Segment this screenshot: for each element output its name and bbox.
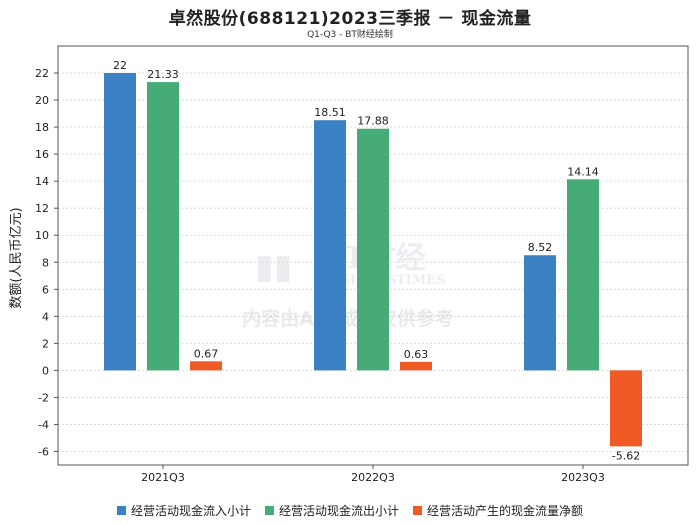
y-axis-label: 数额(人民币亿元) (9, 207, 24, 308)
x-tick-label: 2021Q3 (141, 471, 185, 484)
bar (400, 361, 432, 371)
data-label: 18.51 (314, 106, 346, 119)
y-tick-label: -2 (38, 391, 49, 404)
x-tick-label: 2022Q3 (351, 471, 395, 484)
bar (190, 361, 222, 371)
y-tick-label: 22 (35, 67, 49, 80)
y-tick-label: 16 (35, 148, 49, 161)
y-tick-label: 6 (42, 283, 49, 296)
bar-chart: ▮▮ BT财经 BUSINESSTIMES 内容由AI生成，仅供参考 22 21.… (9, 45, 689, 484)
legend-item: 经营活动现金流入小计 (116, 500, 251, 520)
legend-item: 经营活动现金流出小计 (264, 500, 399, 520)
legend-swatch (264, 505, 274, 515)
y-tick-label: 8 (42, 256, 49, 269)
data-label: 17.88 (357, 115, 389, 128)
data-label: 0.63 (404, 348, 429, 361)
legend: 经营活动现金流入小计 经营活动现金流出小计 经营活动产生的现金流量净额 (0, 500, 700, 520)
x-tick-label: 2023Q3 (561, 471, 605, 484)
bar (524, 255, 556, 371)
bar (104, 73, 136, 371)
legend-label: 经营活动产生的现金流量净额 (427, 503, 584, 518)
y-tick-label: 18 (35, 121, 49, 134)
data-label: 21.33 (147, 68, 179, 81)
y-tick-label: -4 (38, 418, 49, 431)
watermark-notice: 内容由AI生成，仅供参考 (242, 307, 454, 330)
data-label: 8.52 (528, 241, 553, 254)
bar (357, 128, 389, 371)
data-label: 22 (113, 59, 127, 72)
chart-title: 卓然股份(688121)2023三季报 － 现金流量 (168, 9, 532, 29)
y-tick-label: -6 (38, 445, 49, 458)
bar (567, 179, 599, 371)
bar (147, 82, 179, 371)
y-tick-label: 2 (42, 337, 49, 350)
y-tick-label: 4 (42, 310, 49, 323)
y-tick-label: 12 (35, 202, 49, 215)
bars-layer: 22 21.33 0.67 18.51 17.88 0.63 8.52 14.14 -5.62 (104, 59, 642, 462)
y-tick-label: 10 (35, 229, 49, 242)
data-label: 0.67 (194, 347, 219, 360)
bar (610, 370, 642, 447)
data-label: -5.62 (612, 449, 640, 462)
axis-layer: -6 -4 -2 0 2 4 6 8 10 12 14 16 18 20 22 2021Q3 2022Q3 202… (35, 45, 689, 484)
legend-swatch (413, 505, 422, 515)
y-tick-label: 20 (35, 94, 49, 107)
chart-subtitle: Q1-Q3 - BT财经绘制 (307, 30, 393, 40)
y-tick-label: 0 (42, 364, 49, 377)
legend-label: 经营活动现金流入小计 (130, 503, 251, 518)
y-tick-label: 14 (35, 175, 49, 188)
legend-swatch (116, 505, 126, 515)
legend-item: 经营活动产生的现金流量净额 (413, 500, 583, 520)
legend-label: 经营活动现金流出小计 (278, 503, 399, 518)
bar (314, 120, 346, 371)
data-label: 14.14 (567, 165, 599, 178)
watermark: ▮▮ BT财经 BUSINESSTIMES 内容由AI生成，仅供参考 (242, 241, 454, 330)
watermark-logo-icon: ▮▮ (255, 247, 292, 287)
